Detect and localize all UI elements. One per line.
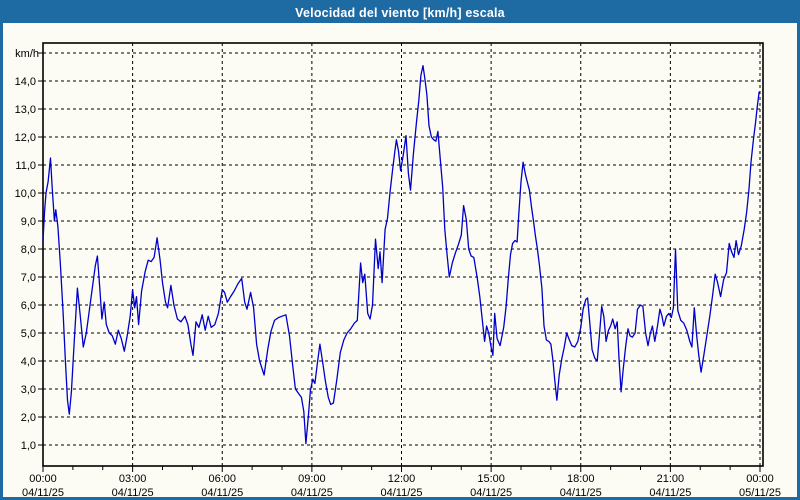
y-tick-label: 13,0 [15,104,36,116]
x-tick-time-label: 06:00 [208,473,236,485]
window-title: Velocidad del viento [km/h] escala [295,6,505,20]
y-tick-label: 9,0 [21,216,36,228]
x-tick-time-label: 18:00 [567,473,595,485]
plot-background [43,43,763,466]
x-tick-date-label: 04/11/25 [380,487,422,499]
x-tick-time-label: 21:00 [657,473,685,485]
x-tick-date-label: 04/11/25 [112,487,154,499]
x-tick-time-label: 12:00 [388,473,416,485]
chart-area: 1,0 2,0 3,0 4,0 5,0 6,0 7,0 8,0 9,0 10,0 11,0 12,0 1… [3,3,797,499]
wind-speed-line [42,64,760,445]
y-tick-label: 14,0 [15,76,36,88]
x-tick-date-label: 04/11/25 [649,487,691,499]
x-tick-date-label: 04/11/25 [291,487,333,499]
y-tick-label: 6,0 [21,300,36,312]
y-tick-label: 12,0 [15,132,36,144]
x-tick-time-label: 00:00 [746,473,774,485]
y-tick-label: 3,0 [21,384,36,396]
y-tick-label: 8,0 [21,244,36,256]
y-tick-label: 7,0 [21,272,36,284]
y-axis: 1,0 2,0 3,0 4,0 5,0 6,0 7,0 8,0 9,0 10,0 11,0 12,0 1… [15,48,43,452]
y-axis-unit-label: km/h [15,48,39,60]
x-tick-time-label: 00:00 [29,473,57,485]
x-tick-date-label: 05/11/25 [739,487,781,499]
x-tick-date-label: 04/11/25 [22,487,64,499]
y-tick-label: 10,0 [15,188,36,200]
y-tick-label: 5,0 [21,328,36,340]
x-tick-date-label: 04/11/25 [470,487,512,499]
x-tick-date-label: 04/11/25 [560,487,602,499]
y-tick-label: 1,0 [21,440,36,452]
x-tick-time-label: 09:00 [298,473,326,485]
x-tick-date-label: 04/11/25 [201,487,243,499]
y-tick-label: 11,0 [15,160,36,172]
x-axis: 00:00 04/11/25 03:00 04/11/25 06:00 04/11/25 0… [22,466,781,499]
plot-border [42,42,764,467]
x-tick-time-label: 03:00 [119,473,147,485]
wind-speed-chart: 1,0 2,0 3,0 4,0 5,0 6,0 7,0 8,0 9,0 10,0 11,0 12,0 1… [15,42,781,499]
x-tick-time-label: 15:00 [477,473,505,485]
window-titlebar: Velocidad del viento [km/h] escala [3,3,797,23]
horizontal-gridlines [43,52,763,446]
y-tick-label: 2,0 [21,412,36,424]
vertical-gridlines [132,43,761,466]
y-tick-label: 4,0 [21,356,36,368]
